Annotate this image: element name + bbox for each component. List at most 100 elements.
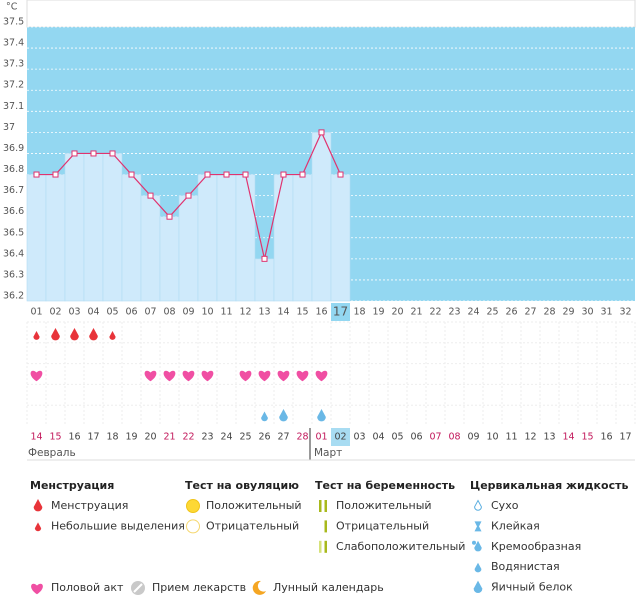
icon-heavy: [89, 328, 98, 341]
bar: [319, 540, 322, 553]
date-label: 18: [106, 432, 118, 443]
heart: [239, 370, 252, 382]
legend-label: Положительный: [206, 499, 302, 512]
legend-label: Клейкая: [491, 519, 540, 532]
temperature-column: [273, 174, 294, 302]
y-tick-label: 36.2: [3, 291, 24, 302]
legend-label: Менструация: [51, 499, 128, 512]
legend-label: Прием лекарств: [152, 581, 246, 594]
icon-moon: [252, 580, 266, 595]
icon-heart: [30, 370, 43, 382]
legend-label: Слабоположительный: [336, 540, 465, 553]
drop: [473, 580, 483, 593]
day-label: 24: [467, 307, 479, 318]
day-label: 31: [600, 307, 612, 318]
circle: [186, 519, 200, 534]
date-label: 07: [429, 432, 441, 443]
heart: [201, 370, 214, 382]
date-label: 17: [619, 432, 631, 443]
icon-dry: [474, 499, 482, 511]
legend-label: Небольшие выделения: [51, 519, 185, 532]
date-label: 08: [448, 432, 460, 443]
temperature-column: [83, 153, 104, 302]
icon-egg-white: [473, 580, 483, 593]
date-label: 12: [524, 432, 536, 443]
icon-heart: [315, 370, 328, 382]
icon-heart: [277, 370, 290, 382]
temperature-column: [292, 174, 313, 302]
bar: [324, 540, 327, 553]
heart: [277, 370, 290, 382]
day-label: 12: [239, 307, 251, 318]
temperature-column: [45, 174, 66, 302]
y-tick-label: 37: [3, 122, 15, 133]
temperature-point: [261, 255, 268, 262]
y-tick-label: 36.3: [3, 269, 24, 280]
y-tick-label: 36.9: [3, 143, 24, 154]
temperature-column: [26, 174, 47, 302]
day-label: 10: [201, 307, 213, 318]
date-label: 05: [391, 432, 403, 443]
legend-heading: Менструация: [30, 479, 114, 492]
drop: [317, 409, 326, 422]
today-date-box: [331, 428, 350, 446]
icon-circle-empty: [186, 519, 200, 534]
y-unit: °C: [6, 2, 18, 13]
temperature-point: [128, 171, 135, 178]
icon-light: [109, 331, 116, 340]
day-label: 25: [486, 307, 498, 318]
day-label: 27: [524, 307, 536, 318]
icon-heart: [258, 370, 271, 382]
today-box: [331, 303, 350, 321]
y-tick-label: 37.1: [3, 101, 24, 112]
day-label: 02: [49, 307, 61, 318]
date-label: 15: [581, 432, 593, 443]
date-label: 27: [277, 432, 289, 443]
temperature-point: [185, 192, 192, 199]
date-label: 28: [296, 432, 308, 443]
temperature-point: [90, 150, 97, 157]
icon-circle-filled: [186, 499, 200, 513]
date-label: 02: [334, 432, 346, 443]
day-label: 07: [144, 307, 156, 318]
day-label: 21: [410, 307, 422, 318]
legend-label: Отрицательный: [206, 519, 299, 532]
day-label: 14: [277, 307, 289, 318]
day-label: 06: [125, 307, 137, 318]
temperature-column: [330, 174, 351, 302]
drop: [89, 328, 98, 341]
y-tick-label: 36.6: [3, 206, 24, 217]
date-label: 14: [562, 432, 574, 443]
legend-label: Положительный: [336, 499, 432, 512]
heart: [315, 370, 328, 382]
icon-heavy: [70, 328, 79, 341]
day-label: 04: [87, 307, 99, 318]
legend-heading: Цервикальная жидкость: [470, 479, 628, 492]
legend-label: Кремообразная: [491, 540, 581, 553]
icon-heart: [144, 370, 157, 382]
day-label: 19: [372, 307, 384, 318]
day-label: 01: [30, 307, 42, 318]
drop: [70, 328, 79, 341]
month-label: Март: [314, 447, 342, 459]
legend-label: Отрицательный: [336, 519, 429, 532]
day-label: 09: [182, 307, 194, 318]
bar: [324, 520, 327, 533]
dot: [472, 540, 476, 545]
heart: [258, 370, 271, 382]
day-label: 13: [258, 307, 270, 318]
y-tick-label: 37.2: [3, 80, 24, 91]
temperature-column: [178, 195, 199, 302]
date-label: 16: [600, 432, 612, 443]
date-label: 13: [543, 432, 555, 443]
plot-top: [26, 0, 636, 28]
temperature-point: [166, 213, 173, 220]
drop: [109, 331, 116, 340]
heart: [182, 370, 195, 382]
day-label: 05: [106, 307, 118, 318]
y-tick-label: 36.7: [3, 185, 24, 196]
day-label: 16: [315, 307, 327, 318]
legend-label: Яичный белок: [491, 581, 573, 594]
date-label: 14: [30, 432, 42, 443]
